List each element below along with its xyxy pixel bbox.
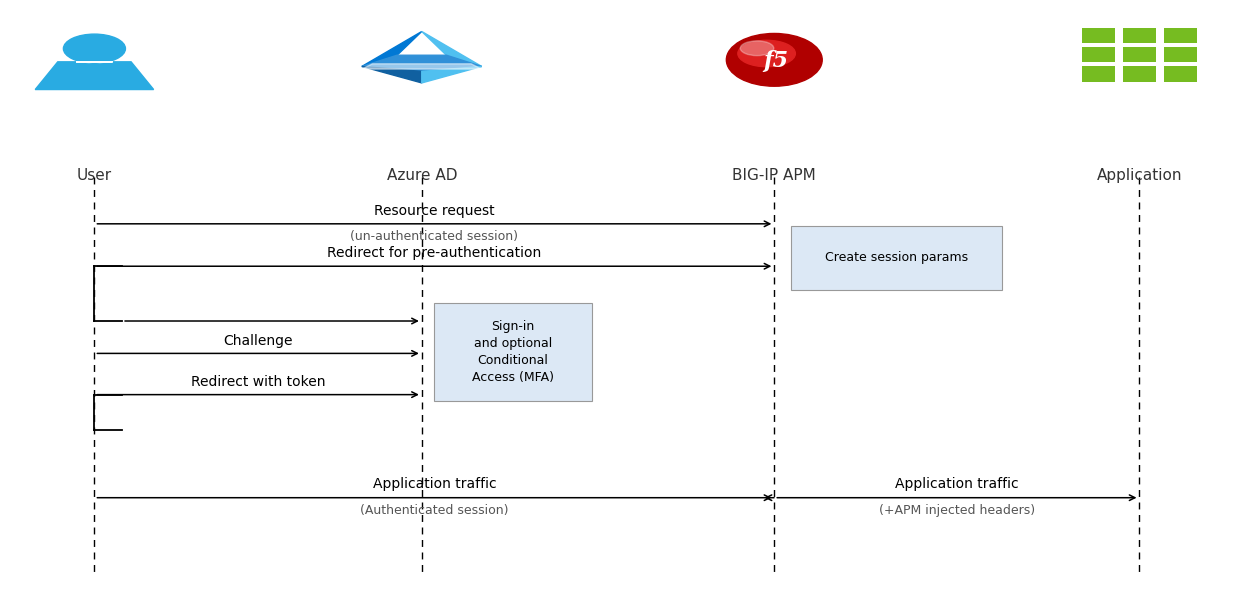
Bar: [1165, 66, 1197, 82]
Ellipse shape: [738, 40, 796, 67]
Text: Application traffic: Application traffic: [373, 477, 496, 491]
Text: Azure AD: Azure AD: [387, 168, 457, 183]
Polygon shape: [35, 62, 154, 90]
Text: Application: Application: [1097, 168, 1182, 183]
Ellipse shape: [726, 34, 822, 86]
Bar: [1081, 66, 1114, 82]
Text: Challenge: Challenge: [223, 333, 293, 348]
Polygon shape: [361, 55, 482, 71]
FancyBboxPatch shape: [434, 303, 592, 401]
Bar: [1123, 28, 1156, 43]
Bar: [1165, 28, 1197, 43]
Circle shape: [63, 34, 126, 63]
Text: Create session params: Create session params: [825, 252, 968, 264]
Bar: [1081, 28, 1114, 43]
Text: (Authenticated session): (Authenticated session): [360, 504, 509, 517]
Text: f5: f5: [764, 50, 789, 72]
Text: Sign-in
and optional
Conditional
Access (MFA): Sign-in and optional Conditional Access …: [472, 320, 554, 384]
Polygon shape: [422, 31, 482, 67]
Text: Application traffic: Application traffic: [895, 477, 1019, 491]
Bar: [1165, 47, 1197, 62]
Bar: [1081, 47, 1114, 62]
Polygon shape: [422, 67, 482, 83]
Text: BIG-IP APM: BIG-IP APM: [733, 168, 816, 183]
Text: (+APM injected headers): (+APM injected headers): [879, 504, 1035, 517]
Text: Redirect for pre-authentication: Redirect for pre-authentication: [327, 246, 541, 260]
Text: User: User: [77, 168, 112, 183]
Text: (un-authenticated session): (un-authenticated session): [350, 230, 519, 243]
Ellipse shape: [740, 41, 774, 55]
FancyBboxPatch shape: [791, 226, 1002, 290]
Text: Redirect with token: Redirect with token: [191, 375, 325, 389]
Bar: [1123, 66, 1156, 82]
Polygon shape: [361, 64, 482, 69]
Polygon shape: [361, 31, 422, 67]
Bar: [1123, 47, 1156, 62]
Polygon shape: [361, 67, 422, 83]
Text: Resource request: Resource request: [374, 204, 495, 218]
